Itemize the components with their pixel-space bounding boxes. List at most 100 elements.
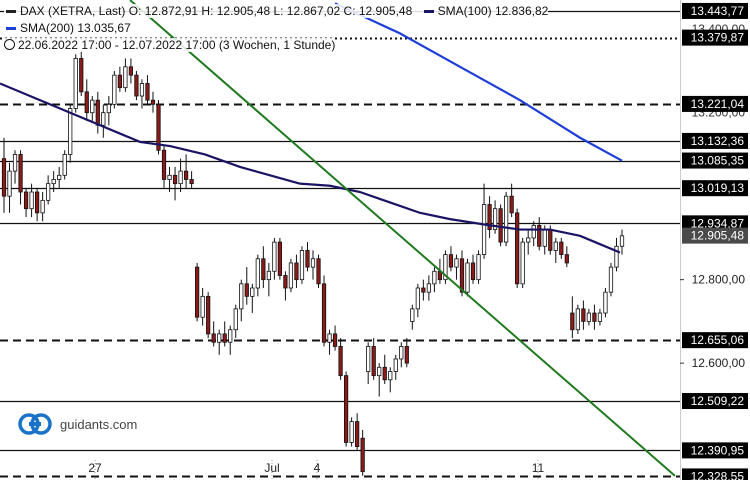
y-tick-label: 12.600,00	[692, 356, 746, 370]
candle-body	[487, 204, 492, 230]
x-tick-label: 27	[88, 461, 102, 475]
candle-body	[559, 241, 564, 256]
candle-body	[1, 158, 7, 197]
candle-body	[614, 245, 619, 268]
candle-body	[84, 91, 89, 114]
candle-body	[233, 308, 238, 331]
candle-body	[283, 275, 288, 289]
candle-body	[12, 154, 18, 172]
candle-body	[520, 241, 525, 285]
candle-body	[79, 58, 84, 93]
level-label-bg	[682, 2, 748, 19]
level-label: 13.132,36	[691, 134, 745, 148]
candle-body	[377, 366, 382, 377]
candle-body	[476, 254, 481, 281]
sma200-swatch	[6, 27, 16, 31]
price-axis-labels: 13.400,0013.200,0012.800,0012.600,0013.4…	[680, 0, 750, 480]
candle-body	[172, 174, 178, 185]
candle-body	[51, 179, 56, 185]
candle-body	[101, 112, 106, 126]
candle-body	[150, 99, 156, 105]
x-tick-label: 11	[532, 461, 545, 475]
brand-logo: guidants.com	[18, 412, 137, 436]
candle-body	[29, 191, 34, 210]
candle-body	[161, 149, 167, 180]
candle-body	[608, 266, 614, 293]
y-tick-label: 12.800,00	[692, 273, 746, 287]
candle-body	[548, 229, 553, 251]
x-tick-label: 4	[314, 461, 321, 475]
candle-body	[68, 108, 73, 155]
candle-body	[266, 270, 271, 281]
candle-body	[316, 258, 321, 285]
candle-body	[504, 195, 509, 243]
candle-body	[310, 258, 316, 268]
candle-body	[123, 66, 128, 89]
candle-body	[40, 199, 45, 214]
candle-body	[305, 250, 310, 268]
period-label: 22.06.2022 17:00 - 12.07.2022 17:00 (3 W…	[18, 38, 336, 52]
candle-body	[178, 170, 183, 185]
candle-body	[338, 346, 343, 377]
candle-body	[288, 262, 294, 289]
level-label-bg	[682, 468, 748, 480]
candle-body	[343, 375, 349, 443]
candle-body	[332, 333, 338, 347]
level-label-bg	[682, 152, 748, 169]
level-label-bg	[682, 215, 748, 232]
candle-body	[95, 99, 100, 126]
candle-body	[23, 191, 29, 210]
candle-body	[18, 154, 23, 193]
candle-body	[277, 241, 283, 276]
candle-body	[553, 241, 558, 251]
candle-body	[73, 58, 78, 109]
level-label-bg	[682, 180, 748, 197]
candle-body	[415, 287, 420, 310]
candle-body	[360, 437, 365, 473]
level-label: 13.019,13	[691, 181, 745, 195]
candle-body	[106, 103, 111, 114]
candle-body	[597, 312, 603, 322]
candle-body	[382, 366, 387, 381]
candle-body	[294, 262, 299, 281]
level-label-bg	[682, 332, 748, 349]
trendline	[129, 0, 676, 477]
candle-body	[515, 212, 520, 285]
candle-body	[299, 250, 305, 281]
candle-body	[371, 346, 376, 377]
candle-body	[228, 329, 233, 343]
candle-body	[167, 174, 172, 180]
level-label-bg	[682, 95, 748, 112]
instrument-ohlc: DAX (XETRA, Last) O: 12.872,91 H: 12.905…	[20, 4, 413, 18]
candle-body	[537, 224, 542, 247]
candle-body	[156, 103, 161, 151]
level-label: 13.443,77	[691, 4, 745, 18]
candle-body	[393, 358, 398, 372]
candle-body	[575, 308, 580, 331]
clock-icon	[4, 39, 15, 50]
candle-body	[349, 421, 354, 443]
level-label: 13.379,87	[691, 31, 745, 45]
level-label-bg	[682, 132, 748, 149]
candle-body	[272, 241, 277, 272]
candle-body	[244, 283, 249, 297]
x-axis: 27 Jul 4 11	[88, 460, 545, 480]
candle-body	[139, 83, 145, 97]
sma200-line	[334, 2, 623, 162]
candle-body	[128, 66, 134, 76]
candle-body	[134, 74, 139, 97]
candle-body	[239, 283, 244, 310]
level-label: 12.934,87	[691, 216, 745, 230]
last-price-label: 12.905,48	[691, 229, 745, 243]
candle-body	[145, 83, 150, 101]
candle-body	[443, 254, 448, 281]
instrument-legend: DAX (XETRA, Last) O: 12.872,91 H: 12.905…	[4, 4, 549, 18]
candle-body	[404, 346, 409, 364]
level-label-bg	[682, 29, 748, 46]
level-label-bg	[682, 442, 748, 459]
candle-body	[492, 208, 498, 230]
candle-body	[7, 170, 12, 197]
candle-body	[200, 295, 205, 318]
